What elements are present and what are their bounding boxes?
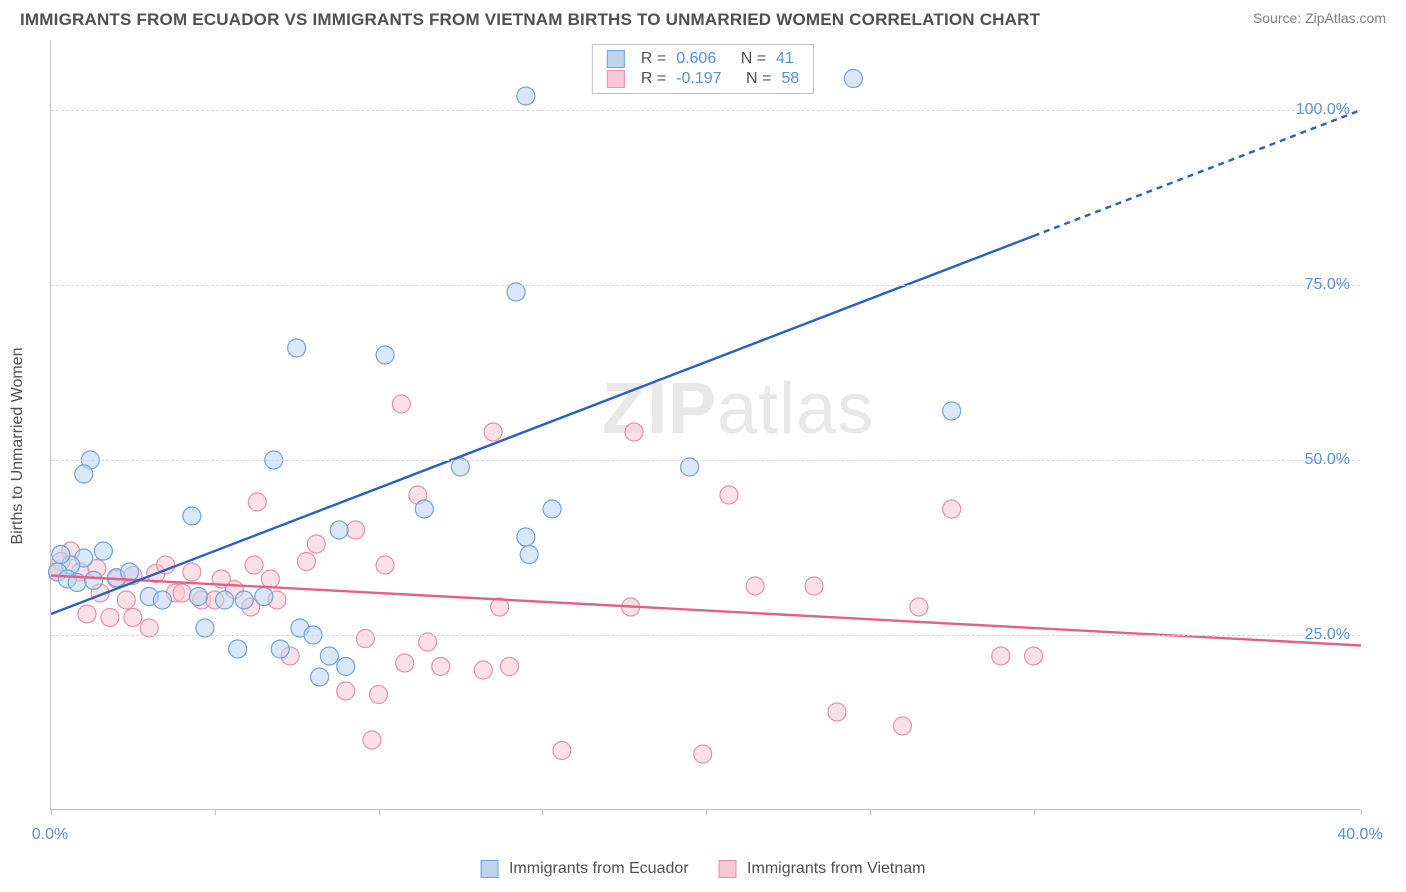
legend-label-series1: Immigrants from Ecuador xyxy=(509,860,689,877)
bottom-legend: Immigrants from Ecuador Immigrants from … xyxy=(481,860,926,878)
y-tick-label: 75.0% xyxy=(1305,276,1350,294)
stats-legend-box: R = 0.606 N = 41 R = -0.197 N = 58 xyxy=(592,44,814,94)
legend-label-series2: Immigrants from Vietnam xyxy=(747,860,925,877)
swatch-series2-icon xyxy=(719,860,737,878)
n-value-series2: 58 xyxy=(781,70,799,88)
chart-title: IMMIGRANTS FROM ECUADOR VS IMMIGRANTS FR… xyxy=(20,10,1040,30)
y-tick-label: 50.0% xyxy=(1305,451,1350,469)
x-tick-label: 0.0% xyxy=(32,826,68,844)
scatter-svg xyxy=(51,40,1360,809)
y-tick-label: 25.0% xyxy=(1305,626,1350,644)
n-value-series1: 41 xyxy=(776,50,794,68)
n-label: N = xyxy=(746,70,771,88)
x-tick-label: 40.0% xyxy=(1337,826,1382,844)
chart-plot-area: ZIPatlas 25.0%50.0%75.0%100.0% xyxy=(50,40,1360,810)
swatch-series2-icon xyxy=(607,70,625,88)
stats-row-series2: R = -0.197 N = 58 xyxy=(607,69,799,89)
source-label: Source: ZipAtlas.com xyxy=(1253,10,1386,26)
y-tick-label: 100.0% xyxy=(1296,101,1350,119)
swatch-series1-icon xyxy=(481,860,499,878)
legend-item-series1: Immigrants from Ecuador xyxy=(481,860,689,878)
r-value-series2: -0.197 xyxy=(676,70,721,88)
swatch-series1-icon xyxy=(607,50,625,68)
stats-row-series1: R = 0.606 N = 41 xyxy=(607,49,799,69)
r-value-series1: 0.606 xyxy=(676,50,716,68)
y-axis-label: Births to Unmarried Women xyxy=(9,347,27,544)
n-label: N = xyxy=(741,50,766,68)
r-label: R = xyxy=(641,50,666,68)
r-label: R = xyxy=(641,70,666,88)
legend-item-series2: Immigrants from Vietnam xyxy=(719,860,926,878)
